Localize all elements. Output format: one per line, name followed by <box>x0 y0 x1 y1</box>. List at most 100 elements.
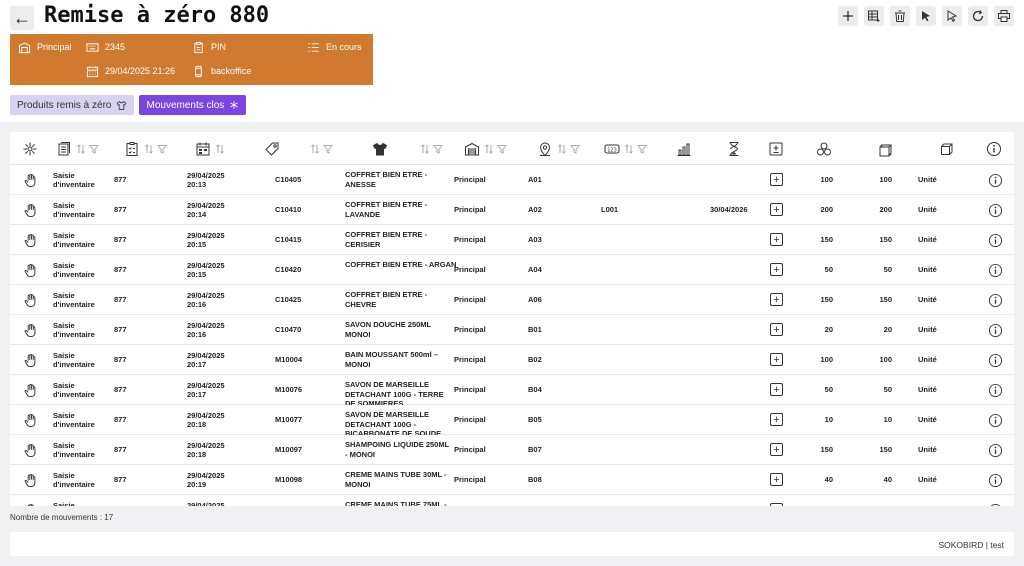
info-icon[interactable] <box>987 472 1003 488</box>
sort-filter-controls[interactable] <box>420 144 443 154</box>
col-document[interactable] <box>56 140 99 158</box>
col-product[interactable] <box>372 140 388 158</box>
sort-filter-controls[interactable] <box>76 144 99 154</box>
add-button[interactable] <box>838 6 858 26</box>
filter-icon[interactable] <box>433 144 443 154</box>
table-add-button[interactable] <box>864 6 884 26</box>
hand-icon[interactable] <box>22 322 38 338</box>
table-row[interactable]: Saisie d'inventaire 877 29/04/2025 20:18… <box>10 405 1014 435</box>
hand-icon[interactable] <box>22 172 38 188</box>
filter-icon[interactable] <box>323 144 333 154</box>
col-lot[interactable]: 123 <box>604 140 647 158</box>
col-reference-controls[interactable] <box>310 140 333 158</box>
hand-icon[interactable] <box>22 292 38 308</box>
hand-icon[interactable] <box>22 412 38 428</box>
hand-icon[interactable] <box>22 442 38 458</box>
col-reference[interactable] <box>264 140 280 158</box>
hand-icon[interactable] <box>22 202 38 218</box>
sort-icon[interactable] <box>215 144 225 154</box>
info-icon[interactable] <box>987 322 1003 338</box>
filter-icon[interactable] <box>637 144 647 154</box>
sort-icon[interactable] <box>76 144 86 154</box>
hand-icon[interactable] <box>22 232 38 248</box>
info-icon[interactable] <box>987 172 1003 188</box>
sort-controls[interactable] <box>215 144 225 154</box>
sort-icon[interactable] <box>310 144 320 154</box>
col-date[interactable] <box>124 140 167 158</box>
select-outline-button[interactable] <box>942 6 962 26</box>
add-adjustment-button[interactable]: + <box>770 443 783 456</box>
col-unit[interactable] <box>939 140 955 158</box>
sort-filter-controls[interactable] <box>310 144 333 154</box>
add-adjustment-button[interactable]: + <box>770 503 783 506</box>
col-product-controls[interactable] <box>420 140 443 158</box>
table-row[interactable]: Saisie d'inventaire 877 29/04/2025 20:15… <box>10 255 1014 285</box>
table-row[interactable]: Saisie d'inventaire 877 29/04/2025 20:19… <box>10 495 1014 506</box>
sort-filter-controls[interactable] <box>144 144 167 154</box>
add-adjustment-button[interactable]: + <box>770 173 783 186</box>
refresh-button[interactable] <box>968 6 988 26</box>
back-button[interactable]: ← <box>10 6 34 30</box>
info-icon[interactable] <box>987 502 1003 506</box>
add-adjustment-button[interactable]: + <box>770 383 783 396</box>
col-warehouse[interactable] <box>464 140 507 158</box>
products-reset-chip[interactable]: Produits remis à zéro <box>10 95 135 115</box>
filter-icon[interactable] <box>157 144 167 154</box>
col-info[interactable] <box>986 140 1002 158</box>
sort-icon[interactable] <box>420 144 430 154</box>
sort-filter-controls[interactable] <box>484 144 507 154</box>
delete-button[interactable] <box>890 6 910 26</box>
select-filled-button[interactable] <box>916 6 936 26</box>
movements-closed-chip[interactable]: Mouvements clos <box>139 95 247 115</box>
sort-icon[interactable] <box>484 144 494 154</box>
table-row[interactable]: Saisie d'inventaire 877 29/04/2025 20:17… <box>10 375 1014 405</box>
info-icon[interactable] <box>987 232 1003 248</box>
filter-icon[interactable] <box>497 144 507 154</box>
info-icon[interactable] <box>987 382 1003 398</box>
info-icon[interactable] <box>987 202 1003 218</box>
info-icon[interactable] <box>987 262 1003 278</box>
add-adjustment-button[interactable]: + <box>770 323 783 336</box>
col-calendar[interactable] <box>195 140 225 158</box>
add-adjustment-button[interactable]: + <box>770 293 783 306</box>
cell-warehouse: Principal <box>454 385 486 395</box>
info-icon[interactable] <box>987 292 1003 308</box>
col-stats[interactable] <box>676 140 692 158</box>
add-adjustment-button[interactable]: + <box>770 233 783 246</box>
hand-icon[interactable] <box>22 382 38 398</box>
filter-icon[interactable] <box>89 144 99 154</box>
add-adjustment-button[interactable]: + <box>770 353 783 366</box>
table-row[interactable]: Saisie d'inventaire 877 29/04/2025 20:17… <box>10 345 1014 375</box>
info-icon[interactable] <box>987 412 1003 428</box>
add-adjustment-button[interactable]: + <box>770 473 783 486</box>
table-row[interactable]: Saisie d'inventaire 877 29/04/2025 20:16… <box>10 315 1014 345</box>
table-row[interactable]: Saisie d'inventaire 877 29/04/2025 20:16… <box>10 285 1014 315</box>
col-expiry[interactable] <box>726 140 742 158</box>
sort-filter-controls[interactable] <box>557 144 580 154</box>
print-button[interactable] <box>994 6 1014 26</box>
col-location[interactable] <box>537 140 580 158</box>
sort-icon[interactable] <box>144 144 154 154</box>
hand-icon[interactable] <box>22 502 38 506</box>
add-adjustment-button[interactable]: + <box>770 413 783 426</box>
sort-filter-controls[interactable] <box>624 144 647 154</box>
table-row[interactable]: Saisie d'inventaire 877 29/04/2025 20:18… <box>10 435 1014 465</box>
sort-icon[interactable] <box>624 144 634 154</box>
col-quantity-a[interactable] <box>816 140 832 158</box>
table-row[interactable]: Saisie d'inventaire 877 29/04/2025 20:15… <box>10 225 1014 255</box>
info-icon[interactable] <box>987 352 1003 368</box>
sort-icon[interactable] <box>557 144 567 154</box>
col-adjust[interactable] <box>768 140 784 158</box>
hand-icon[interactable] <box>22 262 38 278</box>
table-row[interactable]: Saisie d'inventaire 877 29/04/2025 20:14… <box>10 195 1014 225</box>
hand-icon[interactable] <box>22 472 38 488</box>
table-row[interactable]: Saisie d'inventaire 877 29/04/2025 20:13… <box>10 165 1014 195</box>
filter-icon[interactable] <box>570 144 580 154</box>
hand-icon[interactable] <box>22 352 38 368</box>
table-row[interactable]: Saisie d'inventaire 877 29/04/2025 20:19… <box>10 465 1014 495</box>
col-type[interactable] <box>22 140 38 158</box>
add-adjustment-button[interactable]: + <box>770 263 783 276</box>
info-icon[interactable] <box>987 442 1003 458</box>
col-quantity-b[interactable] <box>878 140 894 158</box>
add-adjustment-button[interactable]: + <box>770 203 783 216</box>
